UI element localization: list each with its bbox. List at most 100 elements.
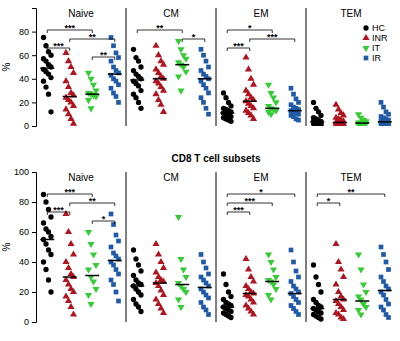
point	[48, 214, 53, 219]
point	[70, 273, 77, 279]
point	[242, 53, 249, 59]
legend: HCINRITIR	[362, 23, 388, 63]
panel-divider	[306, 8, 307, 126]
median-line	[288, 110, 302, 112]
point	[160, 61, 167, 67]
point	[87, 106, 94, 112]
y-axis-title: %	[1, 242, 12, 251]
figure: 020406080%Naive**********CM***EM*******T…	[0, 0, 400, 341]
tick: 40	[19, 74, 36, 84]
panel-divider	[216, 8, 217, 126]
tick-mark	[32, 202, 36, 203]
point	[362, 290, 369, 296]
point	[182, 275, 189, 281]
tick: 40	[19, 257, 36, 267]
significance-label: **	[89, 196, 97, 206]
point	[65, 83, 72, 89]
y-axis: 020406080100	[14, 167, 37, 327]
median-line	[355, 122, 369, 124]
point	[175, 74, 182, 80]
point	[296, 312, 301, 317]
point	[386, 123, 391, 126]
point	[160, 291, 167, 297]
point	[201, 53, 206, 58]
median-line	[198, 287, 212, 289]
point	[206, 272, 211, 277]
point	[48, 252, 53, 257]
significance-label: *	[248, 23, 252, 33]
point	[228, 119, 233, 124]
chart: 020406080%Naive**********CM***EM*******T…	[1, 8, 392, 131]
median-line	[378, 290, 392, 292]
panel-title: EM	[254, 8, 269, 19]
significance-label: ***	[53, 205, 64, 215]
tick-label: 0	[24, 317, 29, 327]
point	[90, 83, 97, 89]
panel-title: EM	[254, 172, 269, 183]
point	[67, 303, 74, 309]
point	[223, 95, 228, 100]
point	[335, 258, 342, 264]
point	[289, 248, 294, 253]
tick-label: 20	[19, 98, 29, 108]
point	[384, 260, 389, 265]
point	[201, 260, 206, 265]
point	[111, 282, 116, 287]
point	[46, 277, 51, 282]
point	[250, 104, 257, 110]
median-line	[108, 260, 122, 262]
point	[379, 275, 384, 280]
point	[160, 309, 167, 315]
point	[48, 234, 53, 239]
point	[152, 42, 159, 48]
point	[133, 95, 138, 100]
point	[386, 112, 391, 117]
point	[318, 310, 323, 315]
point	[87, 77, 94, 83]
point	[250, 81, 257, 87]
point	[204, 308, 209, 313]
significance-label: ***	[244, 196, 255, 206]
point	[138, 268, 143, 273]
point	[199, 95, 204, 100]
point	[67, 63, 74, 69]
point	[43, 199, 48, 204]
point	[41, 79, 46, 84]
point	[85, 267, 92, 273]
point	[41, 192, 46, 197]
point	[92, 94, 99, 100]
point	[175, 215, 182, 221]
tick-label: 100	[14, 167, 29, 177]
point	[228, 309, 233, 314]
point	[291, 260, 296, 265]
point	[160, 75, 167, 81]
tick-label: 60	[19, 51, 29, 61]
point	[41, 35, 46, 40]
point	[182, 70, 189, 76]
panel-title: Naive	[68, 8, 94, 19]
point	[65, 57, 72, 63]
tick: 60	[19, 51, 36, 61]
point	[381, 293, 386, 298]
point	[313, 274, 318, 279]
point	[296, 300, 301, 305]
point	[267, 260, 274, 266]
tick-mark	[32, 102, 36, 103]
tick: 80	[19, 197, 36, 207]
point	[70, 310, 77, 316]
chart: CD8 T cell subsets020406080100%Naive****…	[1, 153, 392, 327]
significance-label: ***	[233, 205, 244, 215]
point	[138, 64, 143, 69]
point	[318, 316, 323, 321]
point	[46, 91, 51, 96]
median-line	[198, 78, 212, 80]
median-line	[130, 79, 144, 81]
median-line	[175, 64, 189, 66]
point	[381, 279, 386, 284]
point	[177, 305, 184, 311]
point	[384, 297, 389, 302]
point	[204, 59, 209, 64]
median-line	[220, 306, 234, 308]
point	[62, 77, 69, 83]
point	[155, 51, 162, 57]
